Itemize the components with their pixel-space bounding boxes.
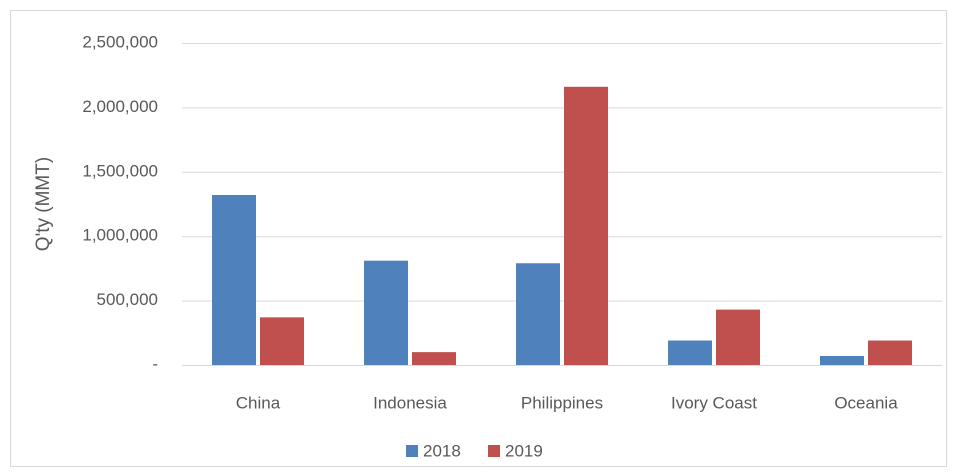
legend-label: 2019	[505, 441, 543, 460]
bar	[668, 340, 712, 365]
bar	[564, 86, 608, 366]
x-tick-label: China	[236, 393, 281, 412]
bar	[820, 355, 864, 365]
y-tick-label: 1,000,000	[82, 226, 158, 245]
y-tick-label: 2,500,000	[82, 32, 158, 51]
y-axis-title: Q'ty (MMT)	[33, 157, 54, 251]
x-tick-label: Philippines	[521, 393, 603, 412]
bar	[260, 317, 304, 365]
bar	[364, 260, 408, 365]
chart-frame	[10, 10, 947, 467]
bar	[868, 340, 912, 365]
y-tick-label: 1,500,000	[82, 161, 158, 180]
y-tick-label: 500,000	[97, 290, 158, 309]
bar	[516, 263, 560, 365]
legend-swatch	[406, 445, 418, 457]
y-tick-label: 2,000,000	[82, 97, 158, 116]
x-tick-label: Ivory Coast	[671, 393, 757, 412]
legend-swatch	[488, 445, 500, 457]
bar	[716, 309, 760, 365]
y-tick-label: -	[152, 354, 158, 373]
x-tick-label: Indonesia	[373, 393, 447, 412]
bar	[412, 352, 456, 365]
legend-label: 2018	[423, 441, 461, 460]
bar	[212, 194, 256, 365]
x-tick-label: Oceania	[834, 393, 898, 412]
